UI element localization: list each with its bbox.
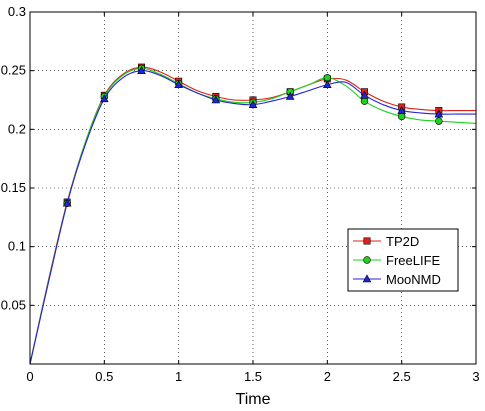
data-point-moonmd — [323, 80, 332, 89]
y-tick-label: 0.05 — [1, 297, 26, 312]
data-point-freelife — [397, 112, 406, 121]
data-point-moonmd — [397, 105, 406, 114]
x-tick-label: 3 — [472, 369, 479, 384]
legend: TP2D FreeLIFE MooNMD — [347, 228, 459, 292]
legend-marker-tp2d — [363, 237, 371, 245]
x-tick-label: 1.5 — [244, 369, 262, 384]
y-tick-label: 0.3 — [8, 4, 26, 19]
x-tick-label: 0 — [26, 369, 33, 384]
series-line-moonmd — [29, 70, 476, 365]
axis-ticks: 0 0.5 1 1.5 2 2.5 3 0.05 0.1 0.15 0.2 0.25 0.3 — [1, 4, 480, 384]
data-point-moonmd — [285, 91, 295, 100]
x-tick-label: 2.5 — [393, 369, 411, 384]
data-point-moonmd — [174, 80, 183, 89]
data-point-freelife — [323, 74, 332, 82]
data-point-moonmd — [100, 94, 109, 103]
data-point-moonmd — [62, 198, 72, 207]
legend-marker-freelife — [363, 256, 371, 264]
legend-label-freelife: FreeLIFE — [386, 253, 441, 268]
series-freelife — [29, 64, 477, 365]
data-point-moonmd — [211, 95, 221, 104]
data-point-moonmd — [360, 90, 369, 99]
data-point-freelife — [360, 97, 369, 105]
x-tick-label: 2 — [324, 369, 331, 384]
x-tick-label: 1 — [175, 369, 182, 384]
x-axis-title: Time — [236, 391, 271, 408]
y-tick-label: 0.15 — [1, 180, 26, 195]
legend-label-moonmd: MooNMD — [386, 272, 441, 287]
x-tick-label: 0.5 — [95, 369, 113, 384]
data-point-moonmd — [137, 66, 146, 74]
legend-label-tp2d: TP2D — [386, 234, 419, 249]
series-moonmd — [29, 66, 476, 365]
y-tick-label: 0.25 — [1, 63, 26, 78]
legend-marker-moonmd — [362, 274, 372, 283]
grid-lines — [30, 12, 476, 364]
y-tick-label: 0.2 — [8, 121, 26, 136]
data-point-moonmd — [248, 100, 258, 108]
data-point-freelife — [435, 117, 443, 125]
series-group — [29, 63, 477, 365]
y-tick-label: 0.1 — [8, 239, 26, 254]
data-point-moonmd — [434, 109, 444, 118]
